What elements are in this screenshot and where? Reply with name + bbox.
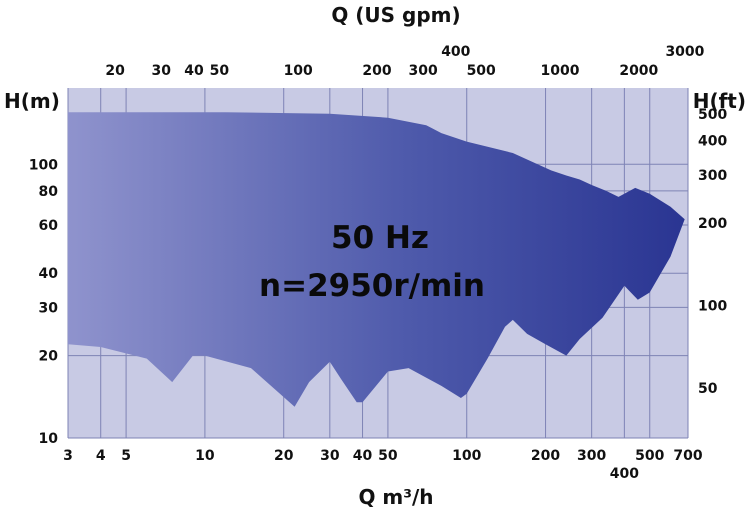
y-tick-label-right: 300: [698, 168, 727, 184]
x-tick-label-bottom: 5: [121, 448, 131, 464]
x-tick-label-top: 400: [441, 44, 470, 60]
x-tick-label-bottom: 700: [673, 448, 702, 464]
x-tick-label-bottom: 40: [353, 448, 373, 464]
y-tick-label-right: 100: [698, 299, 727, 315]
x-tick-label-bottom: 10: [195, 448, 215, 464]
performance-coverage-area: [68, 112, 685, 407]
x-tick-label-bottom: 200: [531, 448, 560, 464]
x-tick-label-bottom: 20: [274, 448, 294, 464]
x-tick-label-bottom: 4: [96, 448, 106, 464]
y-axis-label-left: H(m): [4, 89, 60, 113]
x-tick-label-bottom: 300: [577, 448, 606, 464]
x-tick-label-top: 500: [467, 63, 496, 79]
x-tick-label-top: 200: [362, 63, 391, 79]
x-tick-label-top: 2000: [619, 63, 658, 79]
y-tick-label-right: 400: [698, 134, 727, 150]
x-tick-label-top: 30: [152, 63, 172, 79]
speed-annotation: n=2950r/min: [259, 268, 485, 304]
y-tick-label-left: 60: [39, 218, 59, 234]
x-tick-label-bottom: 500: [635, 448, 664, 464]
y-tick-label-left: 30: [39, 300, 59, 316]
x-tick-label-bottom: 400: [610, 466, 639, 482]
y-tick-label-right: 50: [698, 381, 718, 397]
y-axis-ticks-right: 50 100 200 300 400 500: [698, 107, 727, 397]
chart-title: Q (US gpm): [331, 3, 460, 27]
x-tick-label-top: 20: [105, 63, 125, 79]
x-tick-label-bottom: 3: [63, 448, 73, 464]
x-tick-label-top: 50: [210, 63, 230, 79]
y-axis-label-right: H(ft): [693, 89, 746, 113]
y-tick-label-left: 80: [39, 184, 59, 200]
x-tick-label-bottom: 50: [378, 448, 398, 464]
frequency-annotation: 50 Hz: [331, 220, 429, 256]
x-tick-label-top: 1000: [541, 63, 580, 79]
y-tick-label-left: 100: [29, 157, 58, 173]
y-tick-label-left: 20: [39, 349, 59, 365]
y-tick-label-right: 200: [698, 216, 727, 232]
y-tick-label-left: 10: [39, 431, 59, 447]
x-axis-label: Q m³/h: [358, 485, 433, 509]
y-tick-label-right: 500: [698, 107, 727, 123]
x-tick-label-top: 3000: [665, 44, 704, 60]
y-tick-label-left: 40: [39, 266, 59, 282]
x-tick-label-top: 300: [408, 63, 437, 79]
x-tick-label-top: 40: [184, 63, 204, 79]
x-tick-label-bottom: 100: [452, 448, 481, 464]
x-tick-label-top: 100: [284, 63, 313, 79]
x-tick-label-bottom: 30: [320, 448, 340, 464]
y-axis-ticks-left: 10 20 30 40 60 80 100: [29, 157, 58, 447]
